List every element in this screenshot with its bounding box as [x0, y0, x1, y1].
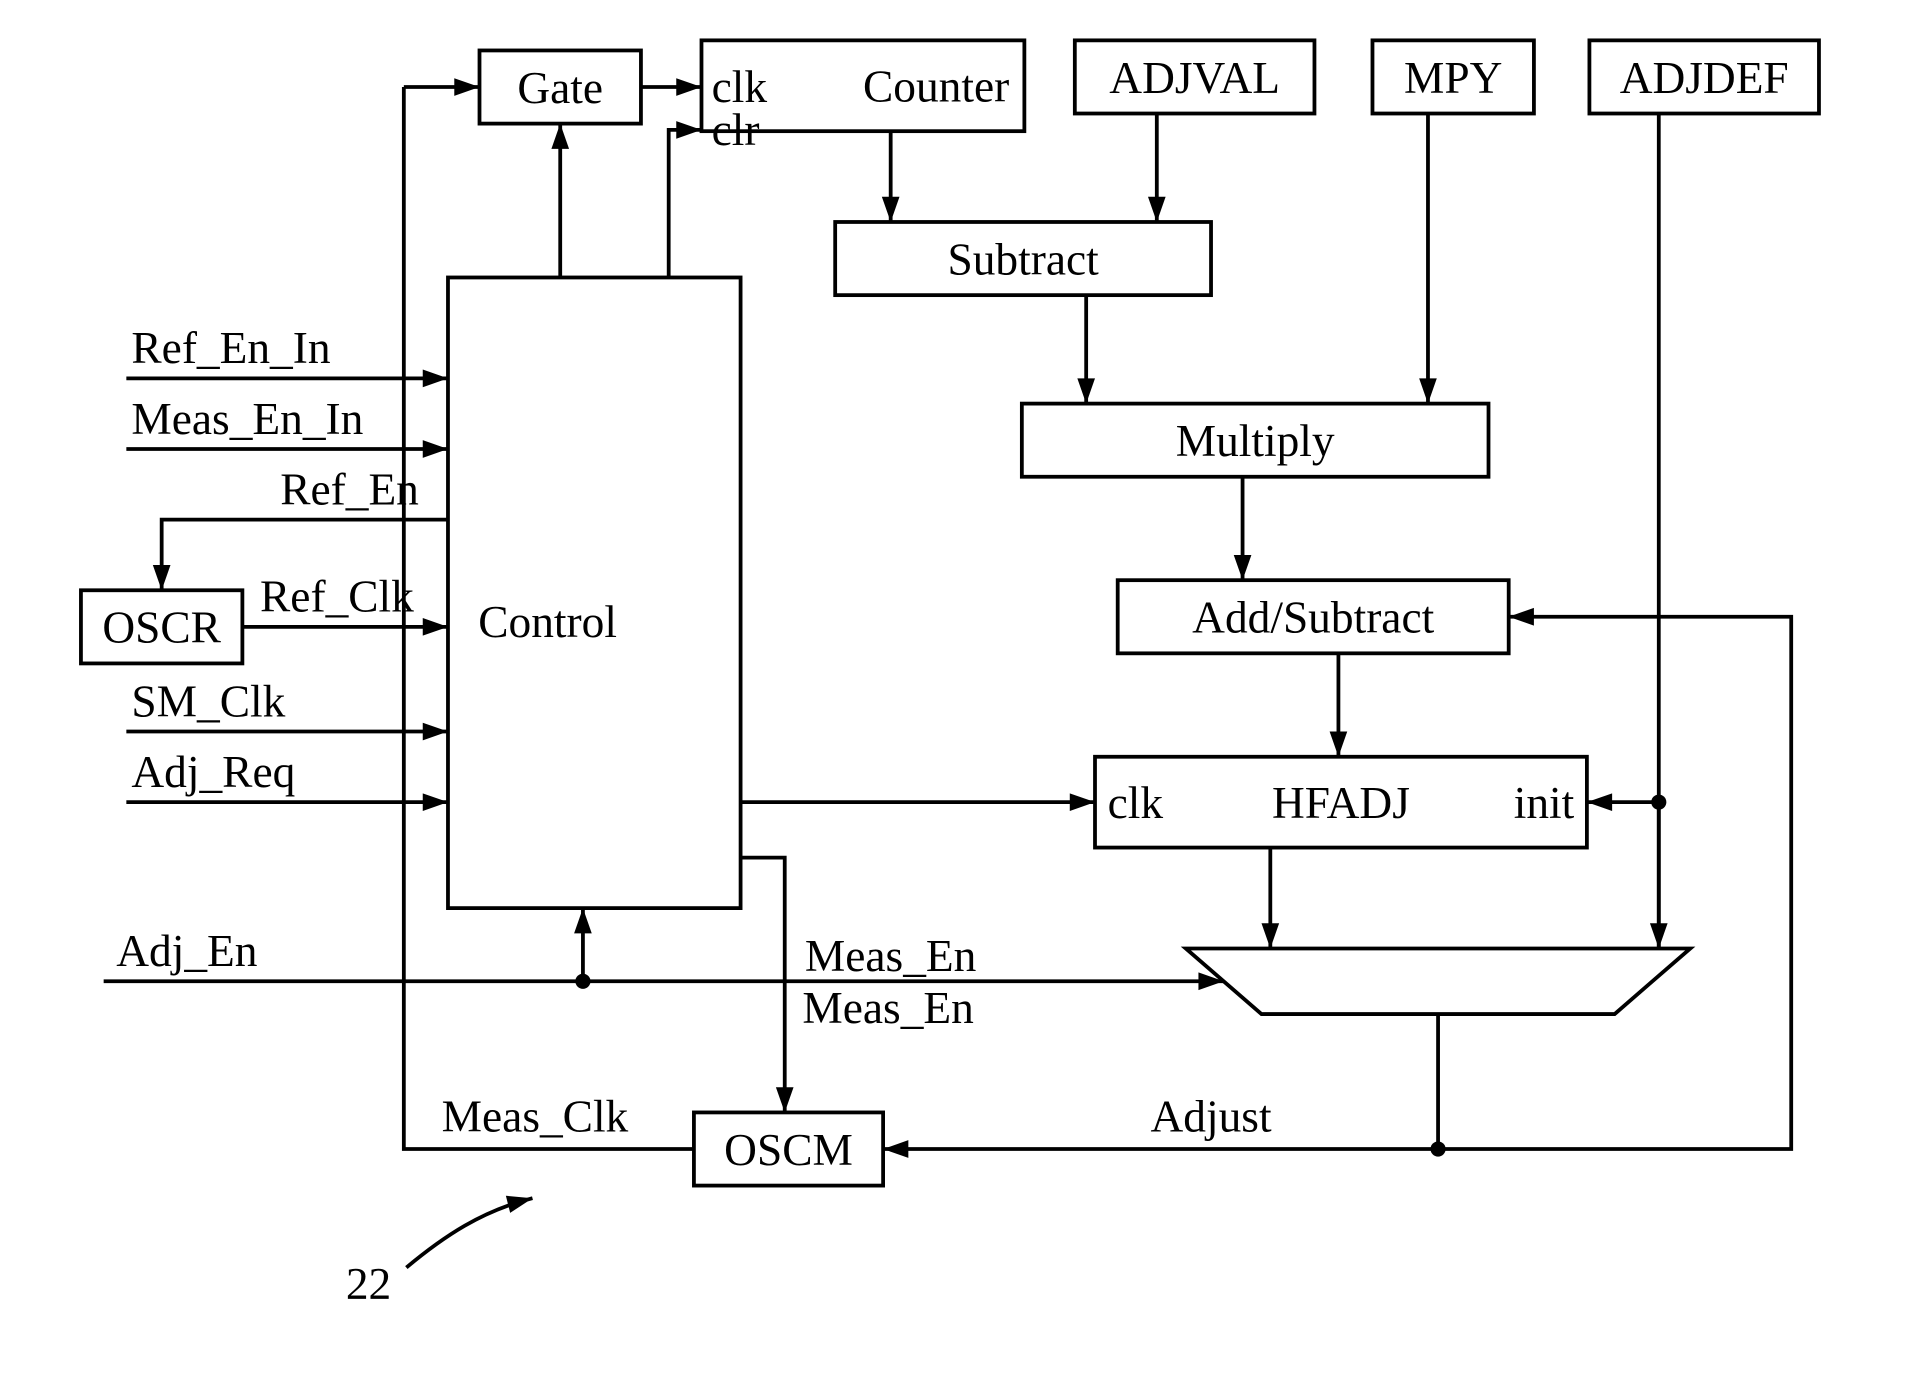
oscr-label: OSCR	[102, 603, 221, 653]
wire-adjdef-hfadj-init	[1587, 114, 1659, 803]
wire-control-gate-arrow-end	[551, 124, 569, 149]
wire-adjdef-mux-arrow-end	[1650, 923, 1668, 948]
label-ref-en-in: Ref_En_In	[131, 323, 330, 373]
subtract-label: Subtract	[947, 234, 1099, 284]
label-adj-req: Adj_Req	[131, 747, 295, 797]
wire-meas-en	[741, 858, 785, 1113]
counter-label: Counter	[863, 62, 1009, 112]
wire-adjval-subtract-arrow-end	[1148, 197, 1166, 222]
wire-control-counter-clr-arrow-end	[676, 121, 701, 139]
label-sm-clk: SM_Clk	[131, 676, 285, 726]
wire-meas-en-in-arrow-end	[423, 440, 448, 458]
control-label: Control	[478, 597, 617, 647]
wire-meas-en-arrow-end	[776, 1087, 794, 1112]
label-ref-clk: Ref_Clk	[260, 572, 414, 622]
hfadj-label: HFADJ	[1272, 778, 1410, 828]
wire-adjust-addsub-arrow-end	[1509, 608, 1534, 626]
mux	[1186, 948, 1691, 1014]
label-ref-en: Ref_En	[280, 465, 419, 515]
label-adjust: Adjust	[1151, 1091, 1272, 1141]
wire-mpy-multiply-arrow-end	[1419, 378, 1437, 403]
wire-adj-req-arrow-end	[423, 793, 448, 811]
wire-addsub-hfadj-arrow-end	[1330, 732, 1348, 757]
adjval-label: ADJVAL	[1109, 53, 1280, 103]
mpy-label: MPY	[1404, 53, 1502, 103]
wire-control-hfadj-clk-arrow-end	[1070, 793, 1095, 811]
wire-adjdef-hfadj-init-arrow-end	[1587, 793, 1612, 811]
oscm-label: OSCM	[724, 1125, 853, 1175]
label-ref-22: 22	[346, 1259, 391, 1309]
ref-22-swoop-arrow	[506, 1196, 533, 1213]
adjdef-label: ADJDEF	[1620, 53, 1789, 103]
label-meas-clk: Meas_Clk	[442, 1091, 629, 1141]
wire-counter-subtract-arrow-end	[882, 197, 900, 222]
control-box	[448, 277, 741, 908]
wire-adjust-addsub	[1438, 617, 1791, 1149]
wire-ref-en-in-arrow-end	[423, 370, 448, 388]
counter-port-clr: clr	[712, 105, 760, 155]
wire-ref-clk-arrow-end	[423, 618, 448, 636]
hfadj-port-init: init	[1514, 778, 1575, 828]
addsub-label: Add/Subtract	[1192, 593, 1434, 643]
wire-ref-en-arrow-end	[153, 565, 171, 590]
wire-gate-counter-clk-arrow-end	[676, 78, 701, 96]
multiply-label: Multiply	[1176, 416, 1335, 466]
wire-multiply-addsub-arrow-end	[1234, 555, 1252, 580]
wire-hfadj-mux-arrow-end	[1261, 923, 1279, 948]
hfadj-port-clk: clk	[1108, 778, 1164, 828]
wire-sm-clk-arrow-end	[423, 723, 448, 741]
wire-bus-to-gate-arrow-end	[454, 78, 479, 96]
wire-mux-oscm-arrow-end	[883, 1140, 908, 1158]
label-meas-en-in: Meas_En_In	[131, 394, 363, 444]
wire-subtract-multiply-arrow-end	[1077, 378, 1095, 403]
label-adj-en: Adj_En	[116, 926, 258, 976]
label-meas-en: Meas_En	[805, 931, 977, 981]
wire-control-counter-clr	[669, 130, 702, 278]
label-meas-en: Meas_En	[802, 983, 974, 1033]
wire-adj-en-control-arrow-end	[574, 908, 592, 933]
gate-label: Gate	[517, 63, 603, 113]
